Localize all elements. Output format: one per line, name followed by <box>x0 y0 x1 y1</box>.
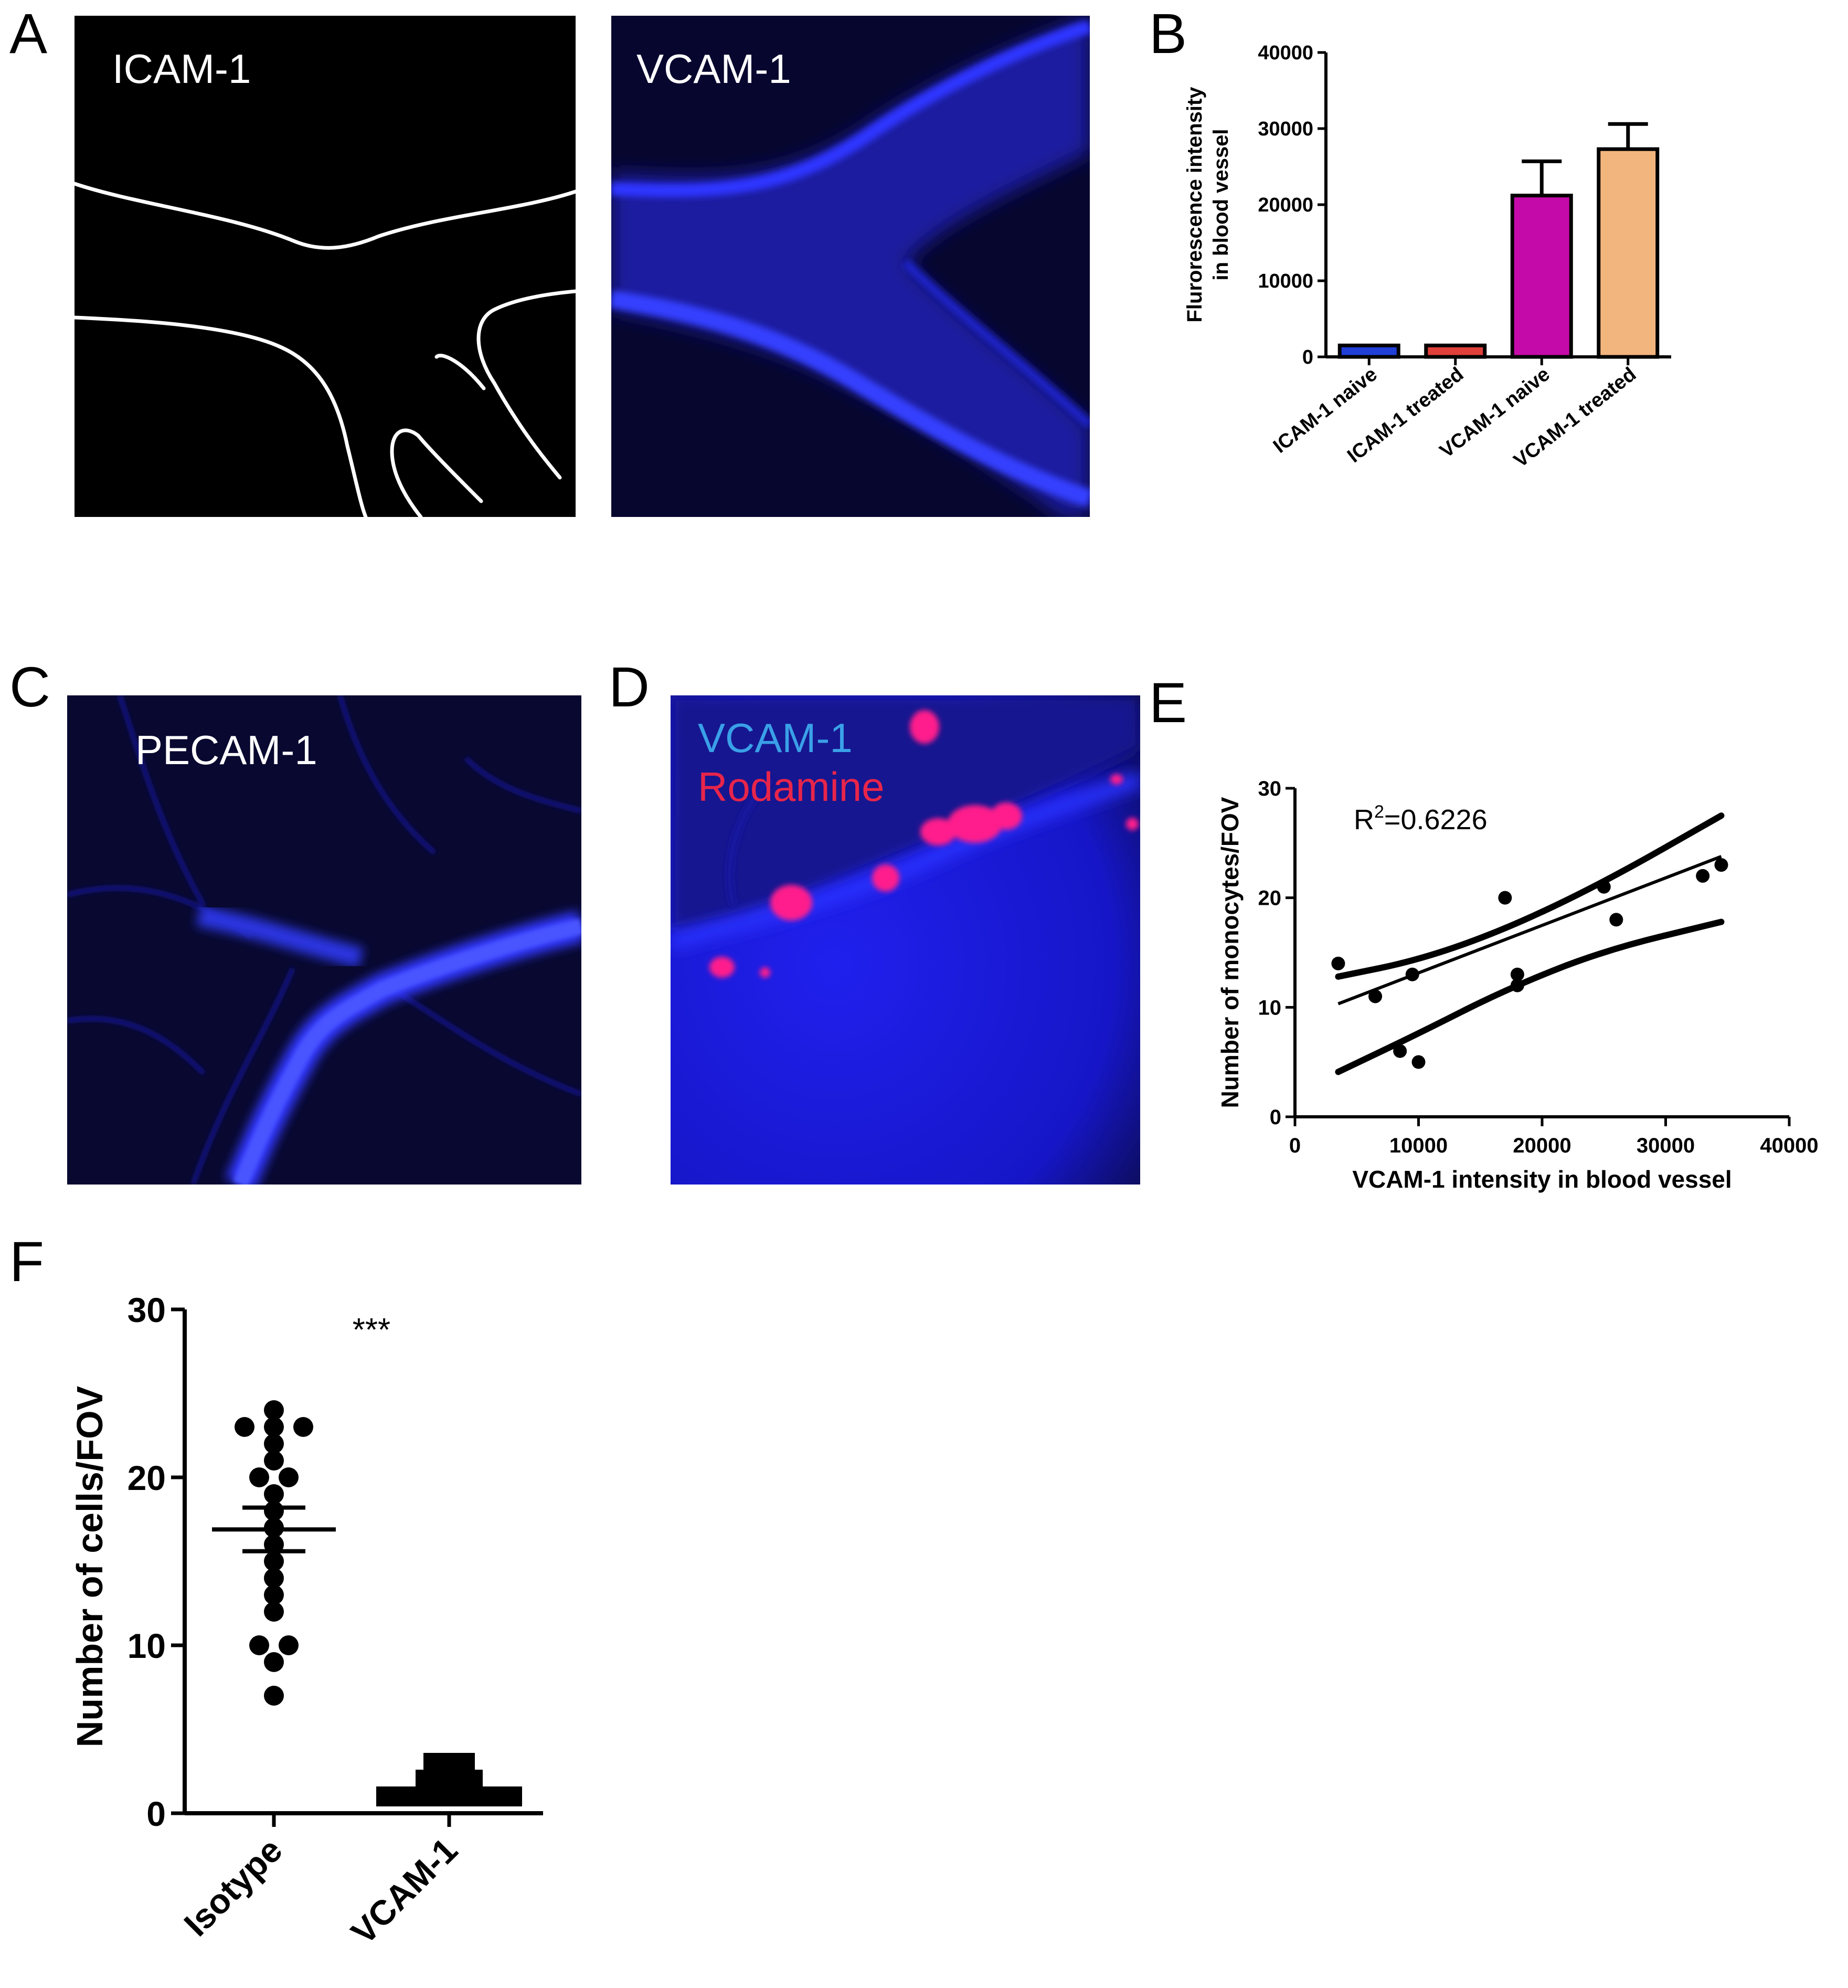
significance-marker: *** <box>353 1312 390 1348</box>
y-tick-label: 10 <box>128 1626 166 1665</box>
pecam1-image-label: PECAM-1 <box>135 727 317 773</box>
y-axis-label: Number of cells/FOV <box>69 1386 110 1747</box>
data-point <box>264 1400 284 1420</box>
vcam1-rodamine-drawing <box>671 695 1140 1185</box>
vcam1-image: VCAM-1 <box>611 16 1090 517</box>
confidence-band-upper <box>1335 812 1725 980</box>
data-point <box>1609 913 1623 927</box>
data-point <box>264 1602 284 1622</box>
panel-letter-e: E <box>1149 671 1187 734</box>
y-tick-label: 20 <box>1258 887 1282 910</box>
x-tick-label: 30000 <box>1637 1134 1695 1157</box>
x-tick-label: 40000 <box>1760 1134 1818 1157</box>
regression-line <box>1337 855 1722 1006</box>
data-point <box>264 1484 284 1504</box>
pecam1-image: PECAM-1 <box>67 695 581 1185</box>
r-squared-annotation: R2=0.6226 <box>1354 802 1488 836</box>
data-point <box>1498 891 1512 905</box>
y-axis-label: Number of monocytes/FOV <box>1216 797 1244 1108</box>
y-tick-label: 30000 <box>1258 118 1313 140</box>
y-tick-label: 0 <box>146 1794 166 1833</box>
data-point <box>249 1635 269 1655</box>
data-point <box>264 1451 284 1471</box>
vcam1-vessel-drawing <box>611 16 1090 517</box>
panel-letter-c: C <box>9 655 50 718</box>
data-point <box>264 1551 284 1571</box>
data-point <box>1393 1044 1407 1058</box>
x-tick-label: 10000 <box>1389 1134 1448 1157</box>
data-point <box>1714 858 1728 872</box>
panel-letter-b: B <box>1149 2 1187 65</box>
data-point <box>264 1585 284 1605</box>
y-tick-label: 30 <box>128 1291 166 1329</box>
data-point <box>264 1417 284 1437</box>
bar <box>1337 343 1400 359</box>
y-axis-label: Flurorescence intensity <box>1183 87 1206 323</box>
data-point <box>264 1434 284 1454</box>
panel-letter-d: D <box>609 655 650 718</box>
scatter-chart-e: 0 10 20 30 0 10000 20000 30000 40000 R2=0.6226 VCA… <box>1216 777 1819 1193</box>
icam1-image: ICAM-1 <box>75 16 576 517</box>
y-tick-label: 0 <box>1302 346 1313 368</box>
data-point <box>1510 967 1524 981</box>
y-tick-label: 10 <box>1258 996 1282 1019</box>
data-point <box>264 1652 284 1672</box>
y-tick-label: 0 <box>1270 1106 1281 1129</box>
vcam1-stain-label: VCAM-1 <box>698 715 853 761</box>
data-point <box>279 1467 299 1487</box>
bar <box>1510 194 1573 359</box>
pecam1-vessel-drawing <box>67 695 581 1185</box>
data-point <box>1411 1055 1426 1069</box>
rodamine-stain-label: Rodamine <box>698 764 885 810</box>
y-tick-label: 20000 <box>1258 194 1313 216</box>
vcam1-image-label: VCAM-1 <box>636 46 791 92</box>
icam1-image-label: ICAM-1 <box>112 46 251 92</box>
data-point <box>293 1417 313 1437</box>
x-tick-label: Isotype <box>176 1831 290 1944</box>
data-point <box>1510 978 1524 992</box>
panel-letter-f: F <box>9 1230 44 1293</box>
data-point <box>235 1417 254 1437</box>
data-point <box>279 1635 299 1655</box>
data-point <box>455 1753 475 1773</box>
x-tick-label: VCAM-1 <box>344 1831 465 1952</box>
bar <box>1424 343 1487 359</box>
data-point <box>264 1568 284 1588</box>
y-tick-label: 30 <box>1258 777 1282 800</box>
data-point <box>1368 989 1383 1003</box>
x-tick-label: 0 <box>1289 1134 1301 1157</box>
bar <box>1597 147 1660 359</box>
y-tick-label: 20 <box>128 1458 166 1497</box>
vessel-outline-drawing <box>75 182 576 517</box>
data-point <box>264 1686 284 1706</box>
data-point <box>1405 967 1419 981</box>
data-point <box>249 1467 269 1487</box>
data-point <box>1331 956 1345 970</box>
dot-plot-f: 0 10 20 30 Isotype VCAM-1 *** Number of cells/F… <box>69 1291 543 1952</box>
panel-letter-a: A <box>9 2 48 65</box>
data-point <box>1597 880 1611 894</box>
y-tick-label: 10000 <box>1258 270 1313 292</box>
y-axis-label: in blood vessel <box>1209 129 1233 281</box>
vcam1-rodamine-image: VCAM-1 Rodamine <box>671 695 1140 1185</box>
x-axis-label: VCAM-1 intensity in blood vessel <box>1352 1166 1732 1193</box>
x-tick-label: 20000 <box>1513 1134 1571 1157</box>
y-tick-label: 40000 <box>1258 42 1313 64</box>
data-point <box>1696 869 1710 883</box>
